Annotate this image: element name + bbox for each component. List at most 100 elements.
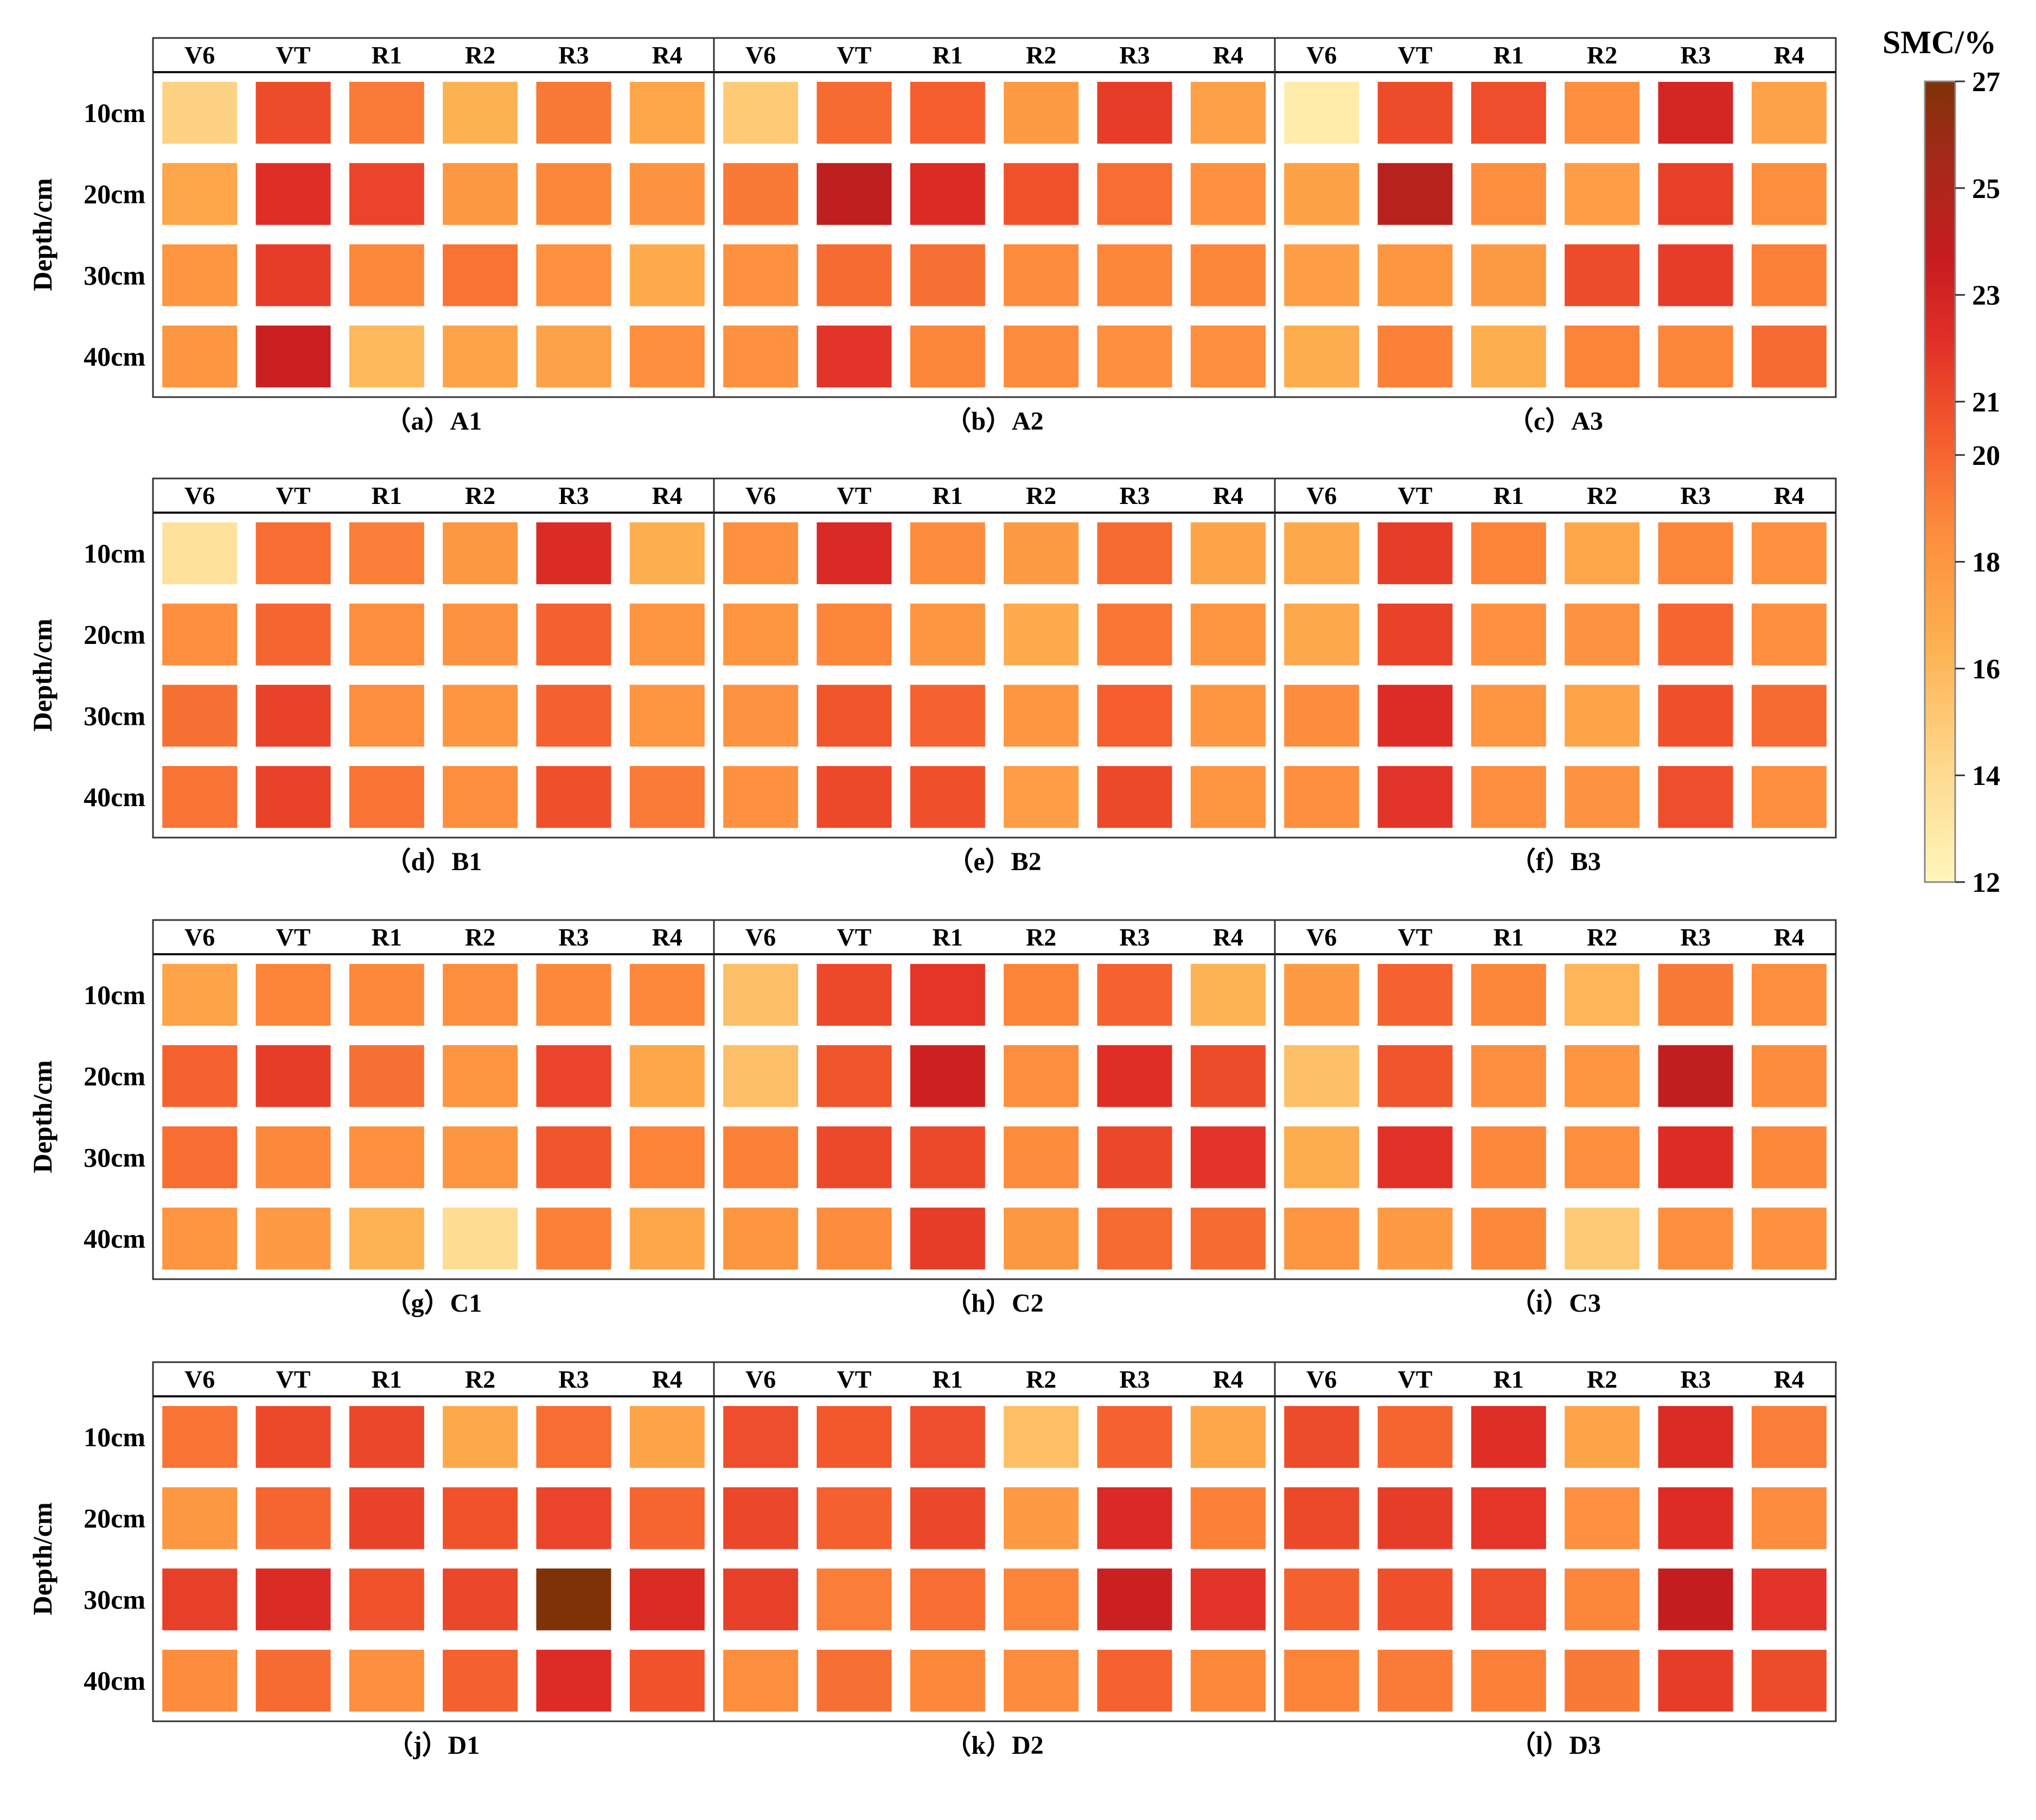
heatmap-cell (1190, 163, 1266, 225)
row-label: 40cm (84, 782, 145, 812)
row-label: 40cm (84, 1665, 145, 1696)
heatmap-cell (443, 81, 518, 144)
heatmap-cell (1190, 1487, 1266, 1549)
heatmap-cell (443, 1126, 518, 1189)
heatmap-cell (162, 244, 238, 306)
y-axis-label: Depth/cm (27, 1502, 58, 1615)
column-header: R2 (1587, 41, 1617, 69)
heatmap-cell (443, 325, 518, 388)
panel-6: V6 VT R1 R2 R3 R4 （f）B3 (1274, 477, 1837, 876)
heatmap-cell (816, 244, 892, 306)
heatmap-cell (1004, 1126, 1079, 1189)
heatmap-cell (256, 325, 331, 388)
column-header: VT (837, 482, 872, 509)
heatmap-cell (1471, 1045, 1546, 1107)
heatmap-cell (816, 1487, 892, 1549)
heatmap-cell (256, 244, 331, 306)
heatmap-cell (1004, 1406, 1079, 1468)
heatmap-cell (1565, 1406, 1640, 1468)
column-header: VT (276, 1365, 311, 1393)
heatmap-cell (1471, 603, 1546, 666)
row-label: 40cm (84, 1223, 145, 1254)
colorbar-title: SMC/% (1882, 24, 1996, 60)
heatmap-cell (256, 685, 331, 747)
heatmap-cell (1751, 1650, 1827, 1712)
heatmap-cell (162, 1208, 238, 1270)
row-label: 30cm (84, 1142, 145, 1172)
heatmap-cell (1097, 766, 1172, 828)
heatmap-cell (1004, 1045, 1079, 1107)
heatmap-cell (629, 603, 705, 666)
heatmap-cell (1377, 766, 1453, 828)
heatmap-cell (1565, 325, 1640, 388)
heatmap-cell (536, 1126, 611, 1189)
heatmap-cell (816, 1045, 892, 1107)
heatmap-cell (1377, 163, 1453, 225)
panel-2: V6 VT R1 R2 R3 R4 （b）A2 (713, 37, 1276, 436)
heatmap-cell (1190, 1208, 1266, 1270)
column-header: R4 (1774, 41, 1804, 69)
heatmap-cell (1658, 1487, 1733, 1549)
heatmap-cell (1471, 244, 1546, 306)
row-label: 40cm (84, 341, 145, 372)
heatmap-cell (162, 522, 238, 584)
column-header: VT (1398, 41, 1433, 69)
column-header: V6 (1306, 1365, 1337, 1393)
heatmap-cell (723, 1126, 799, 1189)
heatmap-cell (1658, 603, 1733, 666)
column-header: R1 (933, 923, 963, 951)
heatmap-cell (1097, 1650, 1172, 1712)
heatmap-cell (256, 1045, 331, 1107)
heatmap-cell (816, 81, 892, 144)
heatmap-cell (256, 603, 331, 666)
heatmap-cell (1004, 1568, 1079, 1631)
heatmap-cell (443, 244, 518, 306)
row-label: 20cm (84, 179, 145, 209)
heatmap-cell (1190, 1650, 1266, 1712)
heatmap-cell (1751, 81, 1827, 144)
panel-12: V6 VT R1 R2 R3 R4 （l）D3 (1274, 1361, 1837, 1760)
heatmap-cell (723, 325, 799, 388)
heatmap-cell (162, 163, 238, 225)
heatmap-cell (1751, 963, 1827, 1026)
heatmap-cell (256, 81, 331, 144)
heatmap-cell (1658, 325, 1733, 388)
heatmap-cell (629, 1045, 705, 1107)
heatmap-cell (629, 766, 705, 828)
heatmap-cell (816, 685, 892, 747)
heatmap-cell (1658, 522, 1733, 584)
column-header: R1 (1494, 482, 1524, 509)
heatmap-cell (1658, 1406, 1733, 1468)
heatmap-cell (910, 1208, 985, 1270)
heatmap-cell (1190, 522, 1266, 584)
heatmap-cell (629, 1406, 705, 1468)
column-header: V6 (745, 1365, 776, 1393)
heatmap-cell (1565, 766, 1640, 828)
panel-11: V6 VT R1 R2 R3 R4 （k）D2 (713, 1361, 1276, 1760)
heatmap-cell (1284, 603, 1360, 666)
heatmap-cell (723, 522, 799, 584)
column-header: VT (1398, 1365, 1433, 1393)
column-header: R4 (1213, 923, 1243, 951)
row-label: 10cm (84, 98, 145, 128)
heatmap-cell (1565, 81, 1640, 144)
heatmap-cell (910, 766, 985, 828)
heatmap-cell (256, 1568, 331, 1631)
column-header: R1 (933, 482, 963, 509)
column-header: V6 (745, 482, 776, 509)
column-header: R3 (558, 482, 589, 509)
heatmap-cell (162, 766, 238, 828)
heatmap-cell (443, 1406, 518, 1468)
heatmap-cell (536, 963, 611, 1026)
heatmap-cell (1471, 1568, 1546, 1631)
heatmap-cell (1565, 1650, 1640, 1712)
heatmap-cell (443, 963, 518, 1026)
heatmap-cell (1097, 1406, 1172, 1468)
heatmap-cell (1565, 163, 1640, 225)
panel-frame (1274, 37, 1837, 398)
heatmap-cell (1190, 81, 1266, 144)
heatmap-cell (1377, 963, 1453, 1026)
row-label: 20cm (84, 1061, 145, 1091)
column-header: R2 (465, 923, 495, 951)
